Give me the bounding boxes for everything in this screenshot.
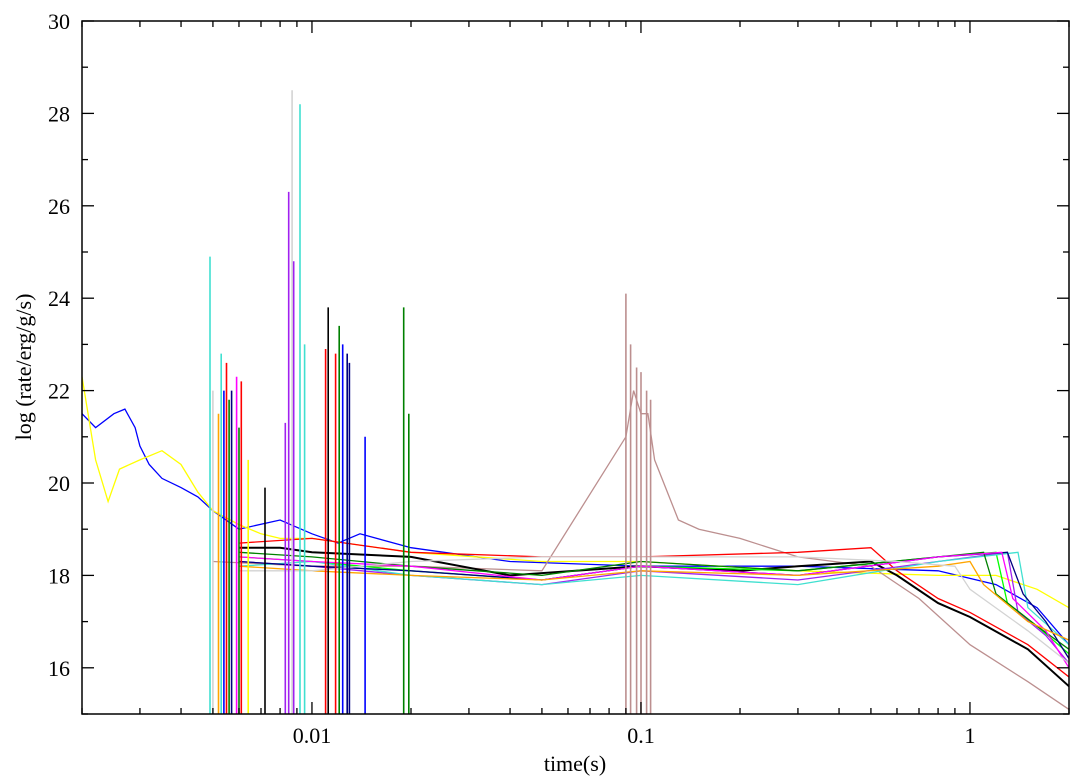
y-tick-label: 30 <box>48 9 70 34</box>
series-line-0 <box>82 408 1069 646</box>
y-tick-label: 22 <box>48 379 70 404</box>
series-line-7 <box>238 551 1069 646</box>
y-tick-label: 24 <box>48 286 70 311</box>
series-line-8 <box>238 551 1069 650</box>
x-tick-label: 0.01 <box>293 723 332 748</box>
series-line-2 <box>212 390 1069 710</box>
y-tick-label: 28 <box>48 101 70 126</box>
series-line-1 <box>82 376 1069 609</box>
plot-lines <box>82 90 1069 714</box>
x-tick-label: 0.1 <box>627 723 655 748</box>
series-line-11 <box>238 560 1069 641</box>
y-axis-title: log (rate/erg/g/s) <box>11 294 36 441</box>
plot-frame <box>81 20 1070 715</box>
y-tick-label: 18 <box>48 563 70 588</box>
series-line-4 <box>238 537 1069 678</box>
x-tick-label: 1 <box>964 723 975 748</box>
ticks: 16 18 20 22 24 26 28 30 0.01 0.1 1 <box>48 9 1070 748</box>
y-tick-label: 20 <box>48 471 70 496</box>
x-axis-title: time(s) <box>544 751 606 776</box>
series-line-12 <box>239 556 1069 664</box>
y-tick-label: 26 <box>48 194 70 219</box>
y-tick-label: 16 <box>48 656 70 681</box>
series-line-6 <box>238 551 1069 664</box>
